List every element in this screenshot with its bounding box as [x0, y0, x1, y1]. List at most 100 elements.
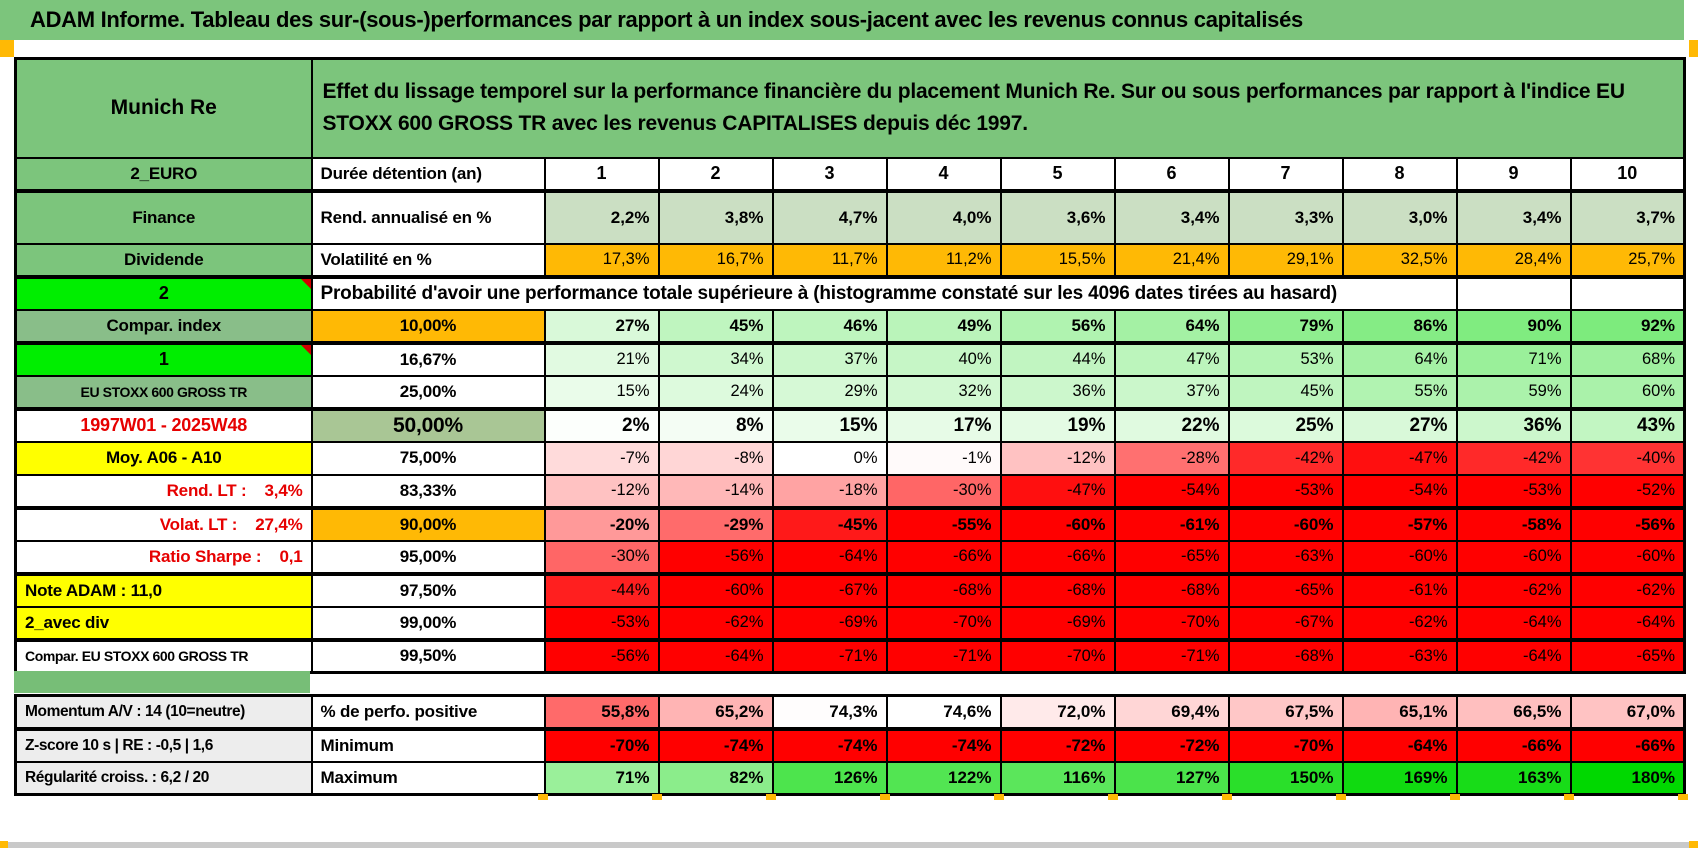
value-cell[interactable]: -62% [1341, 605, 1458, 642]
value-cell[interactable]: -30% [543, 539, 660, 576]
row-header-cell[interactable]: 99,50% [310, 638, 546, 674]
value-cell[interactable]: -67% [771, 572, 888, 608]
value-cell[interactable]: -64% [1569, 605, 1686, 642]
value-cell[interactable]: -53% [1455, 473, 1572, 510]
value-cell[interactable]: -53% [543, 605, 660, 642]
row-label-cell[interactable]: Régularité croiss. : 6,2 / 20 [14, 760, 313, 796]
empty-cell[interactable] [1569, 275, 1686, 311]
value-cell[interactable]: 32% [885, 374, 1002, 411]
value-cell[interactable]: -68% [1113, 572, 1230, 608]
value-cell[interactable]: 3,8% [657, 189, 774, 245]
value-cell[interactable]: -58% [1455, 506, 1572, 542]
value-cell[interactable]: -60% [999, 506, 1116, 542]
value-cell[interactable]: 19% [999, 407, 1116, 443]
value-cell[interactable]: -55% [885, 506, 1002, 542]
value-cell[interactable]: 25% [1227, 407, 1344, 443]
value-cell[interactable]: -60% [657, 572, 774, 608]
row-label-cell[interactable]: Ratio Sharpe : 0,1 [14, 539, 313, 576]
value-cell[interactable]: -45% [771, 506, 888, 542]
value-cell[interactable]: 79% [1227, 308, 1344, 345]
row-label-cell[interactable]: Moy. A06 - A10 [14, 440, 313, 476]
value-cell[interactable]: -60% [1227, 506, 1344, 542]
value-cell[interactable]: -1% [885, 440, 1002, 476]
value-cell[interactable]: 3,6% [999, 189, 1116, 245]
value-cell[interactable]: 55,8% [543, 694, 660, 731]
row-label-cell[interactable]: Volat. LT : 27,4% [14, 506, 313, 542]
column-header-cell[interactable]: 10 [1569, 156, 1686, 193]
value-cell[interactable]: -70% [1113, 605, 1230, 642]
value-cell[interactable]: 67,5% [1227, 694, 1344, 731]
value-cell[interactable]: 3,7% [1569, 189, 1686, 245]
value-cell[interactable]: 126% [771, 760, 888, 796]
value-cell[interactable]: -56% [1569, 506, 1686, 542]
value-cell[interactable]: 180% [1569, 760, 1686, 796]
value-cell[interactable]: -47% [1341, 440, 1458, 476]
value-cell[interactable]: 71% [1455, 341, 1572, 377]
row-label-cell[interactable]: 2_avec div [14, 605, 313, 642]
value-cell[interactable]: 45% [657, 308, 774, 345]
value-cell[interactable]: -62% [1455, 572, 1572, 608]
value-cell[interactable]: -66% [885, 539, 1002, 576]
value-cell[interactable]: 49% [885, 308, 1002, 345]
value-cell[interactable]: 53% [1227, 341, 1344, 377]
value-cell[interactable]: -44% [543, 572, 660, 608]
value-cell[interactable]: -12% [999, 440, 1116, 476]
value-cell[interactable]: 64% [1113, 308, 1230, 345]
value-cell[interactable]: 15% [543, 374, 660, 411]
value-cell[interactable]: 169% [1341, 760, 1458, 796]
value-cell[interactable]: -18% [771, 473, 888, 510]
row-header-cell[interactable]: Durée détention (an) [310, 156, 546, 193]
value-cell[interactable]: -71% [771, 638, 888, 674]
value-cell[interactable]: -70% [543, 727, 660, 763]
column-header-cell[interactable]: 6 [1113, 156, 1230, 193]
value-cell[interactable]: -42% [1455, 440, 1572, 476]
value-cell[interactable]: 45% [1227, 374, 1344, 411]
value-cell[interactable]: 21,4% [1113, 242, 1230, 279]
value-cell[interactable]: 92% [1569, 308, 1686, 345]
description-cell[interactable]: Effet du lissage temporel sur la perform… [310, 57, 1686, 159]
value-cell[interactable]: 86% [1341, 308, 1458, 345]
value-cell[interactable]: -71% [885, 638, 1002, 674]
value-cell[interactable]: -60% [1455, 539, 1572, 576]
value-cell[interactable]: 43% [1569, 407, 1686, 443]
value-cell[interactable]: 3,0% [1341, 189, 1458, 245]
value-cell[interactable]: -70% [999, 638, 1116, 674]
value-cell[interactable]: 29% [771, 374, 888, 411]
value-cell[interactable]: 17,3% [543, 242, 660, 279]
entity-cell[interactable]: Munich Re [14, 57, 313, 159]
value-cell[interactable]: 24% [657, 374, 774, 411]
row-label-cell[interactable]: Note ADAM : 11,0 [14, 572, 313, 608]
row-label-cell[interactable]: 2 [14, 275, 313, 311]
value-cell[interactable]: 69,4% [1113, 694, 1230, 731]
value-cell[interactable]: 150% [1227, 760, 1344, 796]
row-header-cell[interactable]: 75,00% [310, 440, 546, 476]
value-cell[interactable]: -60% [1569, 539, 1686, 576]
value-cell[interactable]: 8% [657, 407, 774, 443]
value-cell[interactable]: -42% [1227, 440, 1344, 476]
value-cell[interactable]: -8% [657, 440, 774, 476]
value-cell[interactable]: -70% [1227, 727, 1344, 763]
value-cell[interactable]: -65% [1569, 638, 1686, 674]
value-cell[interactable]: 37% [771, 341, 888, 377]
row-header-cell[interactable]: Minimum [310, 727, 546, 763]
value-cell[interactable]: 11,2% [885, 242, 1002, 279]
value-cell[interactable]: -62% [657, 605, 774, 642]
row-header-cell[interactable]: Maximum [310, 760, 546, 796]
value-cell[interactable]: -74% [657, 727, 774, 763]
row-header-cell[interactable]: 16,67% [310, 341, 546, 377]
value-cell[interactable]: -60% [1341, 539, 1458, 576]
row-header-cell[interactable]: 99,00% [310, 605, 546, 642]
value-cell[interactable]: -30% [885, 473, 1002, 510]
value-cell[interactable]: 34% [657, 341, 774, 377]
value-cell[interactable]: -65% [1113, 539, 1230, 576]
value-cell[interactable]: -28% [1113, 440, 1230, 476]
value-cell[interactable]: 116% [999, 760, 1116, 796]
row-header-cell[interactable]: 25,00% [310, 374, 546, 411]
value-cell[interactable]: -66% [999, 539, 1116, 576]
value-cell[interactable]: 0% [771, 440, 888, 476]
value-cell[interactable]: 47% [1113, 341, 1230, 377]
value-cell[interactable]: -69% [771, 605, 888, 642]
column-header-cell[interactable]: 9 [1455, 156, 1572, 193]
row-label-cell[interactable]: EU STOXX 600 GROSS TR [14, 374, 313, 411]
value-cell[interactable]: -74% [771, 727, 888, 763]
